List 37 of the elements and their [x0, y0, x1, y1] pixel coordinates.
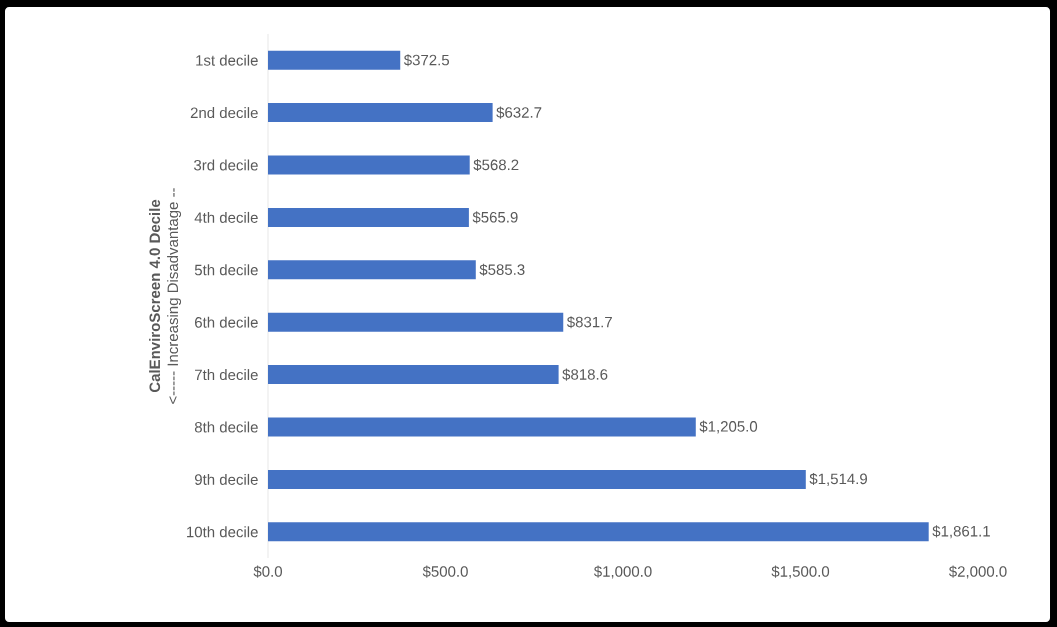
y-axis-title: CalEnviroScreen 4.0 Decile	[149, 199, 161, 393]
data-label: $831.7	[566, 316, 612, 329]
y-tick-label: 4th decile	[194, 211, 258, 223]
bar	[268, 103, 493, 123]
y-tick-label: 3rd decile	[194, 159, 258, 171]
x-tick-label: $1,500.0	[771, 565, 830, 579]
y-tick-label: 2nd decile	[190, 107, 258, 119]
y-tick-label: 9th decile	[194, 473, 258, 485]
x-tick-label: $500.0	[422, 565, 468, 578]
y-tick-label: 10th decile	[187, 526, 258, 538]
y-tick-label: 1st decile	[196, 54, 258, 66]
data-label: $632.7	[496, 106, 542, 119]
x-tick-label: $2,000.0	[948, 565, 1007, 579]
bar	[268, 469, 806, 489]
text: <----- Increasing Disadvantage --	[167, 188, 182, 404]
data-label: $1,514.9	[809, 472, 867, 486]
bar	[268, 522, 929, 542]
y-tick-label: 6th decile	[195, 316, 258, 328]
x-tick-label: $0.0	[253, 565, 282, 578]
bar	[268, 155, 470, 175]
bar	[268, 312, 564, 332]
y-tick-label: 7th decile	[195, 369, 258, 381]
data-label: $585.3	[479, 263, 525, 276]
bar	[268, 260, 476, 280]
bar	[268, 207, 469, 227]
data-label: $1,205.0	[699, 420, 758, 434]
y-tick-label: 5th decile	[194, 264, 258, 276]
data-label: $372.5	[403, 54, 450, 67]
bar	[268, 417, 696, 437]
x-tick-label: $1,000.0	[593, 565, 652, 579]
data-label: $568.2	[473, 158, 519, 172]
bar	[268, 365, 559, 385]
y-tick-label: 8th decile	[194, 421, 258, 433]
bar	[268, 50, 401, 70]
data-label: $818.6	[562, 368, 608, 381]
data-label: $565.9	[472, 211, 518, 224]
data-label: $1,861.1	[932, 525, 990, 539]
